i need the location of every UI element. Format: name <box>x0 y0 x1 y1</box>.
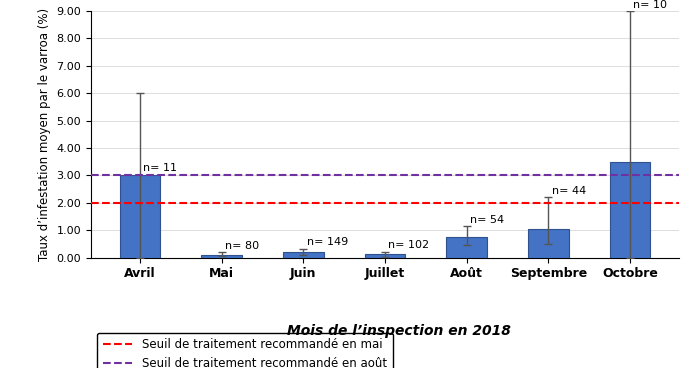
Bar <box>120 176 160 258</box>
Text: Mois de l’inspection en 2018: Mois de l’inspection en 2018 <box>287 324 511 338</box>
Text: n= 149: n= 149 <box>307 237 348 247</box>
Text: n= 11: n= 11 <box>144 163 177 173</box>
Bar <box>610 162 650 258</box>
Text: n= 44: n= 44 <box>552 186 586 196</box>
Text: n= 80: n= 80 <box>225 241 259 251</box>
Y-axis label: Taux d’infestation moyen par le varroa (%): Taux d’infestation moyen par le varroa (… <box>38 8 51 261</box>
Bar <box>365 254 405 258</box>
Text: n= 102: n= 102 <box>389 240 429 251</box>
Text: n= 54: n= 54 <box>470 215 504 225</box>
Bar <box>447 237 487 258</box>
Bar <box>283 252 323 258</box>
Bar <box>528 229 569 258</box>
Text: n= 10: n= 10 <box>634 0 667 10</box>
Legend: Seuil de traitement recommandé en mai, Seuil de traitement recommandé en août: Seuil de traitement recommandé en mai, S… <box>97 333 393 368</box>
Bar <box>202 255 242 258</box>
